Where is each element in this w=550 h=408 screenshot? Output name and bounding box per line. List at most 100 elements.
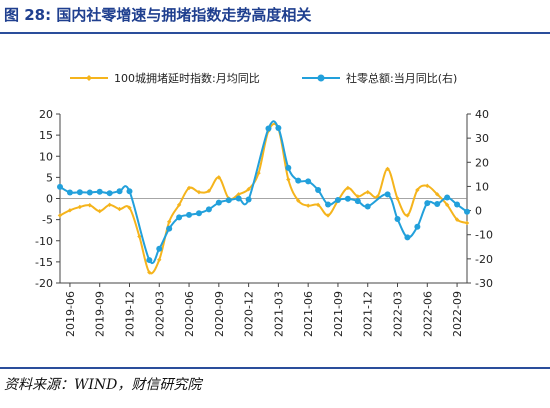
right-tick-label: 0	[475, 205, 482, 218]
data-point	[384, 191, 391, 198]
data-point	[215, 199, 222, 206]
series-congestion-index	[57, 122, 470, 275]
data-point	[385, 166, 390, 172]
x-tick-label: 2020-12	[243, 291, 256, 337]
data-point	[285, 164, 292, 171]
data-point	[66, 189, 73, 196]
left-tick-label: -10	[35, 235, 53, 248]
data-point	[345, 185, 351, 191]
data-point	[126, 188, 133, 195]
data-point	[454, 201, 461, 208]
x-tick-label: 2022-03	[392, 291, 405, 337]
data-point	[205, 206, 212, 213]
data-point	[425, 183, 430, 189]
data-point	[315, 187, 322, 194]
x-tick-label: 2021-03	[272, 291, 285, 337]
data-point	[67, 208, 73, 213]
data-point	[325, 201, 332, 208]
data-point	[305, 178, 312, 185]
data-point	[206, 188, 212, 194]
data-point	[414, 223, 421, 230]
data-point	[334, 196, 341, 203]
data-point	[87, 203, 92, 208]
data-point	[435, 192, 440, 197]
x-tick-label: 2019-06	[64, 291, 77, 337]
data-point	[77, 204, 83, 210]
x-tick-label: 2019-09	[94, 291, 107, 337]
data-point	[296, 198, 301, 203]
x-tick-label: 2020-03	[153, 291, 166, 337]
left-tick-label: -15	[35, 256, 53, 269]
left-tick-label: 5	[46, 171, 53, 184]
data-point	[246, 187, 251, 192]
legend-marker-retail	[317, 74, 325, 82]
left-tick-label: -5	[42, 214, 53, 227]
axes: -20 -15 -10 -5 0 5 10 15 20 -30 -20 -10 0 10 20 30 40 201…	[35, 108, 493, 337]
left-tick-label: 0	[46, 193, 53, 206]
top-rule	[0, 32, 550, 34]
right-tick-label: -10	[475, 229, 493, 242]
figure-title: 图 28: 国内社零增速与拥堵指数走势高度相关	[4, 6, 312, 24]
data-point	[295, 177, 302, 184]
legend-label-congestion: 100城拥堵延时指数:月均同比	[114, 71, 260, 85]
bottom-rule	[0, 367, 550, 369]
right-tick-label: 10	[475, 180, 489, 193]
data-point	[404, 234, 411, 241]
data-point	[116, 188, 123, 195]
data-point	[275, 125, 282, 132]
data-point	[166, 225, 173, 232]
data-point	[364, 203, 371, 210]
series-retail-sales	[57, 120, 470, 265]
data-point	[405, 213, 410, 218]
data-point	[96, 188, 103, 195]
data-point	[305, 203, 311, 208]
x-tick-label: 2019-12	[123, 291, 136, 337]
legend: 100城拥堵延时指数:月均同比 社零总额:当月同比(右)	[70, 71, 457, 85]
data-point	[186, 211, 193, 218]
x-tick-label: 2022-06	[421, 291, 434, 337]
data-point	[365, 189, 370, 195]
right-tick-label: -30	[475, 277, 493, 290]
data-point	[286, 177, 291, 182]
data-point	[76, 189, 83, 196]
data-point	[236, 192, 241, 197]
data-point	[156, 245, 163, 252]
data-point	[106, 190, 113, 197]
data-point	[464, 208, 470, 215]
data-point	[325, 213, 331, 218]
data-point	[195, 210, 202, 217]
data-point	[315, 202, 321, 208]
x-tick-label: 2020-09	[213, 291, 226, 337]
data-point	[355, 194, 361, 199]
data-point	[434, 201, 441, 208]
legend-marker-congestion	[86, 75, 92, 81]
x-tick-label: 2021-09	[332, 291, 345, 337]
left-tick-label: 15	[39, 129, 53, 142]
chart: 100城拥堵延时指数:月均同比 社零总额:当月同比(右) -20 -15 -10 -5 0…	[35, 71, 493, 337]
data-point	[216, 175, 222, 180]
data-point	[186, 185, 192, 191]
data-point	[107, 202, 112, 208]
data-point	[245, 196, 252, 203]
data-point	[265, 125, 272, 132]
data-point	[344, 195, 351, 202]
data-point	[225, 197, 232, 204]
data-point	[117, 206, 122, 212]
data-point	[444, 202, 450, 208]
data-point	[454, 217, 460, 222]
x-tick-label: 2022-09	[451, 291, 464, 337]
data-point	[235, 195, 242, 202]
data-point	[137, 234, 142, 239]
data-point	[424, 200, 431, 207]
left-tick-label: -20	[35, 277, 53, 290]
data-point	[97, 208, 102, 214]
data-point	[176, 214, 183, 221]
data-point	[57, 183, 63, 190]
source-note: 资料来源：WIND，财信研究院	[4, 377, 202, 393]
data-point	[394, 216, 401, 223]
right-tick-label: 30	[475, 132, 489, 145]
data-point	[57, 213, 63, 218]
data-point	[354, 198, 361, 205]
data-point	[86, 189, 93, 196]
legend-label-retail: 社零总额:当月同比(右)	[346, 71, 457, 85]
